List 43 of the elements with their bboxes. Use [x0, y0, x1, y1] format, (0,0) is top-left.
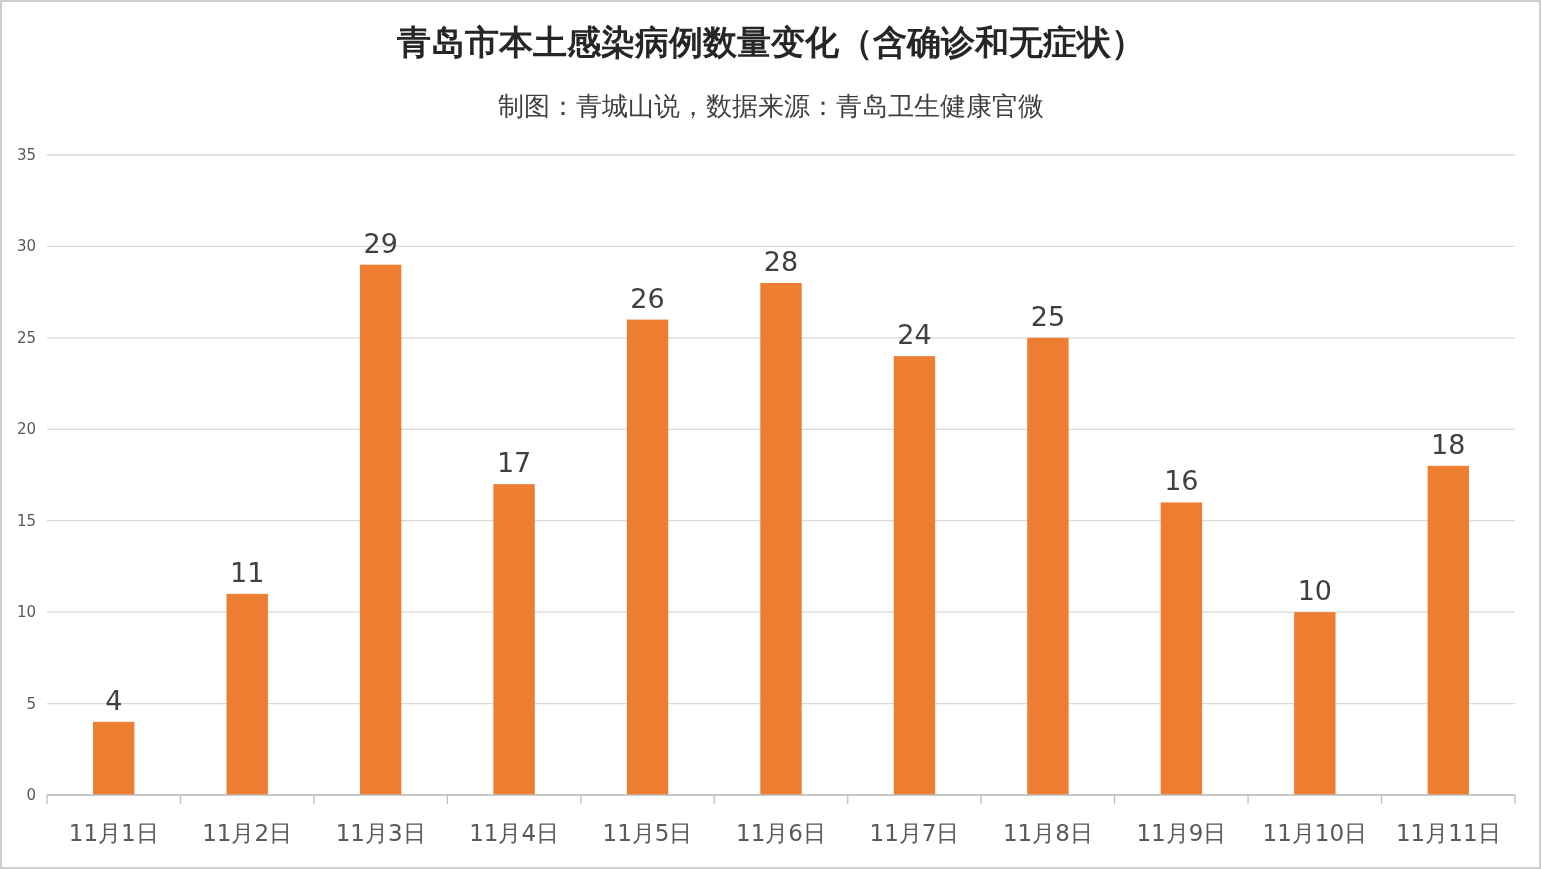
x-tick-label: 11月7日: [869, 820, 960, 846]
x-tick-label: 11月11日: [1396, 820, 1501, 846]
bar: [1160, 502, 1203, 795]
y-tick-label: 10: [16, 603, 36, 622]
bar: [93, 721, 135, 795]
bar: [1427, 465, 1469, 795]
x-tick-label: 11月8日: [1002, 820, 1093, 846]
bar: [760, 283, 802, 795]
y-tick-label: 25: [16, 328, 36, 347]
x-tick-label: 11月10日: [1262, 820, 1368, 846]
y-tick-label: 15: [16, 511, 36, 530]
y-tick-label: 5: [26, 694, 36, 713]
x-tick-label: 11月5日: [602, 820, 693, 846]
bar: [1294, 612, 1336, 795]
x-tick-label: 11月1日: [68, 820, 159, 846]
data-label: 25: [1030, 300, 1066, 332]
data-label: 17: [496, 447, 532, 479]
x-tick-label: 11月4日: [469, 820, 560, 846]
data-label: 24: [897, 319, 932, 351]
data-label: 10: [1297, 575, 1332, 607]
bar: [226, 593, 268, 795]
chart-subtitle: 制图：青城山说，数据来源：青岛卫生健康官微: [497, 91, 1044, 121]
y-tick-label: 35: [16, 146, 36, 164]
y-tick-label: 0: [26, 786, 36, 804]
data-label: 11: [230, 556, 265, 588]
y-tick-label: 30: [16, 237, 36, 256]
data-label: 28: [763, 246, 799, 277]
bar: [626, 319, 669, 795]
x-tick-label: 11月6日: [736, 820, 826, 846]
data-label: 26: [630, 282, 665, 314]
data-label: 18: [1431, 428, 1466, 460]
bar: [893, 356, 936, 795]
x-tick-label: 11月9日: [1136, 820, 1227, 846]
x-tick-label: 11月2日: [202, 820, 293, 846]
bar: [493, 484, 535, 795]
x-tick-label: 11月3日: [335, 820, 426, 846]
data-label: 16: [1164, 465, 1199, 497]
data-label: 29: [363, 227, 398, 259]
bar: [359, 264, 402, 795]
y-tick-label: 20: [16, 420, 36, 439]
bar: [1027, 337, 1069, 795]
chart-title: 青岛市本土感染病例数量变化（含确诊和无症状）: [395, 22, 1145, 62]
data-label: 4: [105, 684, 123, 716]
